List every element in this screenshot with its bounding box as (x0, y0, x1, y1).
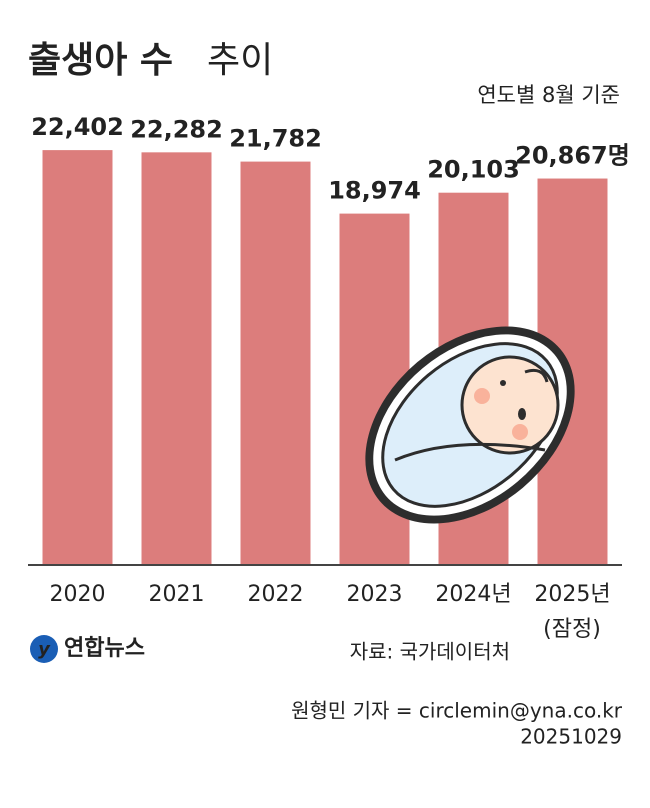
provisional-label: (잠정) (543, 617, 601, 642)
source: 자료: 국가데이터처 (350, 640, 510, 664)
chart-title: 추이 (207, 40, 273, 81)
x-tick-label: 2022 (248, 582, 304, 607)
logo-text: 연합뉴스 (64, 635, 145, 661)
x-tick-label: 2021 (149, 582, 205, 607)
value-label: 20,867명 (515, 142, 630, 170)
x-tick-label: 2024년 (435, 582, 511, 607)
value-label: 18,974 (328, 177, 421, 205)
bar (240, 161, 311, 566)
x-tick-label: 2020 (50, 582, 106, 607)
value-label: 20,103 (427, 156, 520, 184)
value-label: 22,282 (130, 115, 223, 143)
chart-title: 출생아 수 (28, 40, 173, 81)
x-tick-label: 2025년 (534, 582, 610, 607)
value-label: 21,782 (229, 125, 322, 153)
bar (42, 150, 113, 565)
bar (141, 152, 212, 566)
baby-face (394, 355, 560, 462)
credit: 원형민 기자 = circlemin@yna.co.kr (291, 699, 623, 723)
subtitle: 연도별 8월 기준 (477, 83, 620, 107)
date: 20251029 (520, 725, 622, 749)
svg-text:y: y (38, 639, 51, 660)
logo: y 연합뉴스 (30, 635, 145, 663)
value-label: 22,402 (31, 113, 124, 141)
x-tick-label: 2023 (347, 582, 403, 607)
